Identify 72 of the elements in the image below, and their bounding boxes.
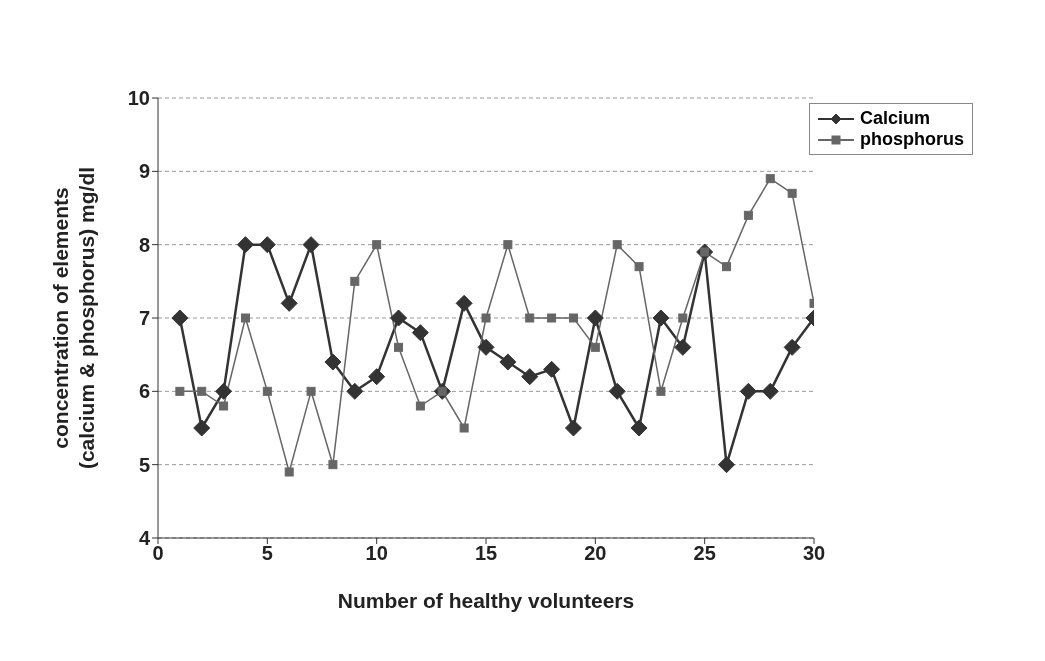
point <box>499 353 517 371</box>
point <box>175 386 185 396</box>
point <box>415 401 425 411</box>
point <box>783 338 801 356</box>
point <box>346 382 364 400</box>
point <box>280 294 298 312</box>
y-tick-label: 8 <box>138 233 150 256</box>
point <box>590 342 600 352</box>
point <box>722 262 732 272</box>
point <box>350 276 360 286</box>
point <box>411 324 429 342</box>
point <box>787 188 797 198</box>
point <box>543 360 561 378</box>
y-tick-label: 6 <box>138 380 150 403</box>
y-axis-title: concentration of elements (calcium & phosphorus) mg/dl <box>49 166 98 470</box>
point <box>481 313 491 323</box>
point <box>568 313 578 323</box>
point <box>503 240 513 250</box>
point <box>674 338 692 356</box>
point <box>193 419 211 437</box>
point <box>394 342 404 352</box>
point <box>608 382 626 400</box>
y-tick-label: 7 <box>138 307 150 330</box>
point <box>765 174 775 184</box>
point <box>171 309 189 327</box>
x-tick-label: 0 <box>152 542 164 565</box>
legend-label: phosphorus <box>860 129 964 150</box>
point <box>656 386 666 396</box>
point <box>240 313 250 323</box>
point <box>262 386 272 396</box>
point <box>368 368 386 386</box>
x-tick-label: 30 <box>802 542 826 565</box>
point <box>525 313 535 323</box>
point <box>215 382 233 400</box>
point <box>306 386 316 396</box>
x-tick-label: 20 <box>584 542 607 565</box>
x-tick-label: 5 <box>261 542 273 565</box>
point <box>258 236 276 254</box>
y-tick-label: 9 <box>138 160 150 183</box>
point <box>197 386 207 396</box>
point <box>219 401 229 411</box>
point <box>739 382 757 400</box>
point <box>630 419 648 437</box>
x-tick-label: 15 <box>474 542 498 565</box>
y-tick-label: 5 <box>138 453 150 476</box>
point <box>372 240 382 250</box>
point <box>612 240 622 250</box>
x-tick-label: 10 <box>365 542 388 565</box>
point <box>302 236 320 254</box>
point <box>634 262 644 272</box>
point <box>390 309 408 327</box>
point <box>455 294 473 312</box>
point <box>564 419 582 437</box>
point <box>761 382 779 400</box>
point <box>586 309 604 327</box>
legend-label: Calcium <box>860 108 931 129</box>
point <box>743 210 753 220</box>
point <box>678 313 688 323</box>
point <box>236 236 254 254</box>
point <box>459 423 469 433</box>
point <box>547 313 557 323</box>
point <box>521 368 539 386</box>
x-tick-label: 25 <box>693 542 716 565</box>
point <box>718 456 736 474</box>
x-axis-title: Number of healthy volunteers <box>337 589 635 612</box>
y-tick-label: 10 <box>127 87 150 110</box>
point <box>324 353 342 371</box>
point <box>652 309 670 327</box>
point <box>284 467 294 477</box>
y-tick-label: 4 <box>138 527 151 550</box>
point <box>477 338 495 356</box>
point <box>328 460 338 470</box>
